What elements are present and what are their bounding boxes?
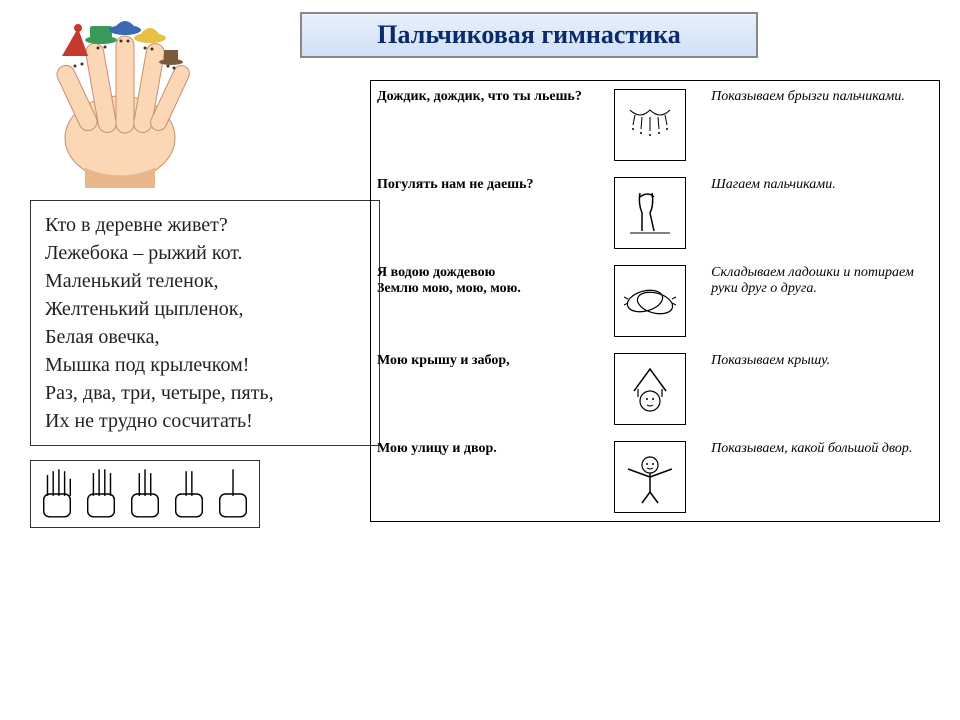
- poem-line: Лежебока – рыжий кот.: [45, 239, 365, 267]
- hand-one-icon: [214, 467, 252, 521]
- exercise-instruction: Показываем, какой большой двор.: [705, 433, 939, 522]
- table-row: Мою улицу и двор. Показываем, какой боль…: [371, 433, 940, 522]
- poem-line: Мышка под крылечком!: [45, 351, 365, 379]
- sprinkle-hands-icon: [620, 95, 680, 155]
- exercise-illustration: [595, 169, 706, 257]
- poem-box: Кто в деревне живет? Лежебока – рыжий ко…: [30, 200, 380, 446]
- exercise-prompt: Я водою дождевою Землю мою, мою, мою.: [371, 257, 595, 345]
- poem-line: Маленький теленок,: [45, 267, 365, 295]
- exercise-prompt: Дождик, дождик, что ты льешь?: [371, 81, 595, 170]
- exercise-illustration: [595, 433, 706, 522]
- exercise-instruction: Показываем брызги пальчиками.: [705, 81, 939, 170]
- wide-arms-icon: [620, 447, 680, 507]
- walking-fingers-icon: [620, 183, 680, 243]
- poem-line: Белая овечка,: [45, 323, 365, 351]
- hand-two-icon: [170, 467, 208, 521]
- hand-three-icon: [126, 467, 164, 521]
- hand-five-icon: [38, 467, 76, 521]
- poem-line: Раз, два, три, четыре, пять,: [45, 379, 365, 407]
- exercise-prompt: Мою крышу и забор,: [371, 345, 595, 433]
- page-title: Пальчиковая гимнастика: [300, 12, 758, 58]
- hand-four-icon: [82, 467, 120, 521]
- exercise-illustration: [595, 81, 706, 170]
- poem-line: Желтенький цыпленок,: [45, 295, 365, 323]
- exercise-prompt: Погулять нам не даешь?: [371, 169, 595, 257]
- hand-with-hats-illustration: [30, 8, 210, 188]
- exercise-prompt: Мою улицу и двор.: [371, 433, 595, 522]
- exercise-instruction: Складываем ладошки и потираем руки друг …: [705, 257, 939, 345]
- counting-hands-row: [30, 460, 260, 528]
- exercise-instruction: Показываем крышу.: [705, 345, 939, 433]
- table-row: Я водою дождевою Землю мою, мою, мою. Ск…: [371, 257, 940, 345]
- exercise-table: Дождик, дождик, что ты льешь? Показываем…: [370, 80, 940, 522]
- exercise-illustration: [595, 257, 706, 345]
- roof-hands-icon: [620, 359, 680, 419]
- poem-line: Их не трудно сосчитать!: [45, 407, 365, 435]
- table-row: Мою крышу и забор, Показываем крышу.: [371, 345, 940, 433]
- table-row: Погулять нам не даешь? Шагаем пальчиками…: [371, 169, 940, 257]
- rubbing-palms-icon: [620, 271, 680, 331]
- exercise-illustration: [595, 345, 706, 433]
- table-row: Дождик, дождик, что ты льешь? Показываем…: [371, 81, 940, 170]
- exercise-instruction: Шагаем пальчиками.: [705, 169, 939, 257]
- poem-line: Кто в деревне живет?: [45, 211, 365, 239]
